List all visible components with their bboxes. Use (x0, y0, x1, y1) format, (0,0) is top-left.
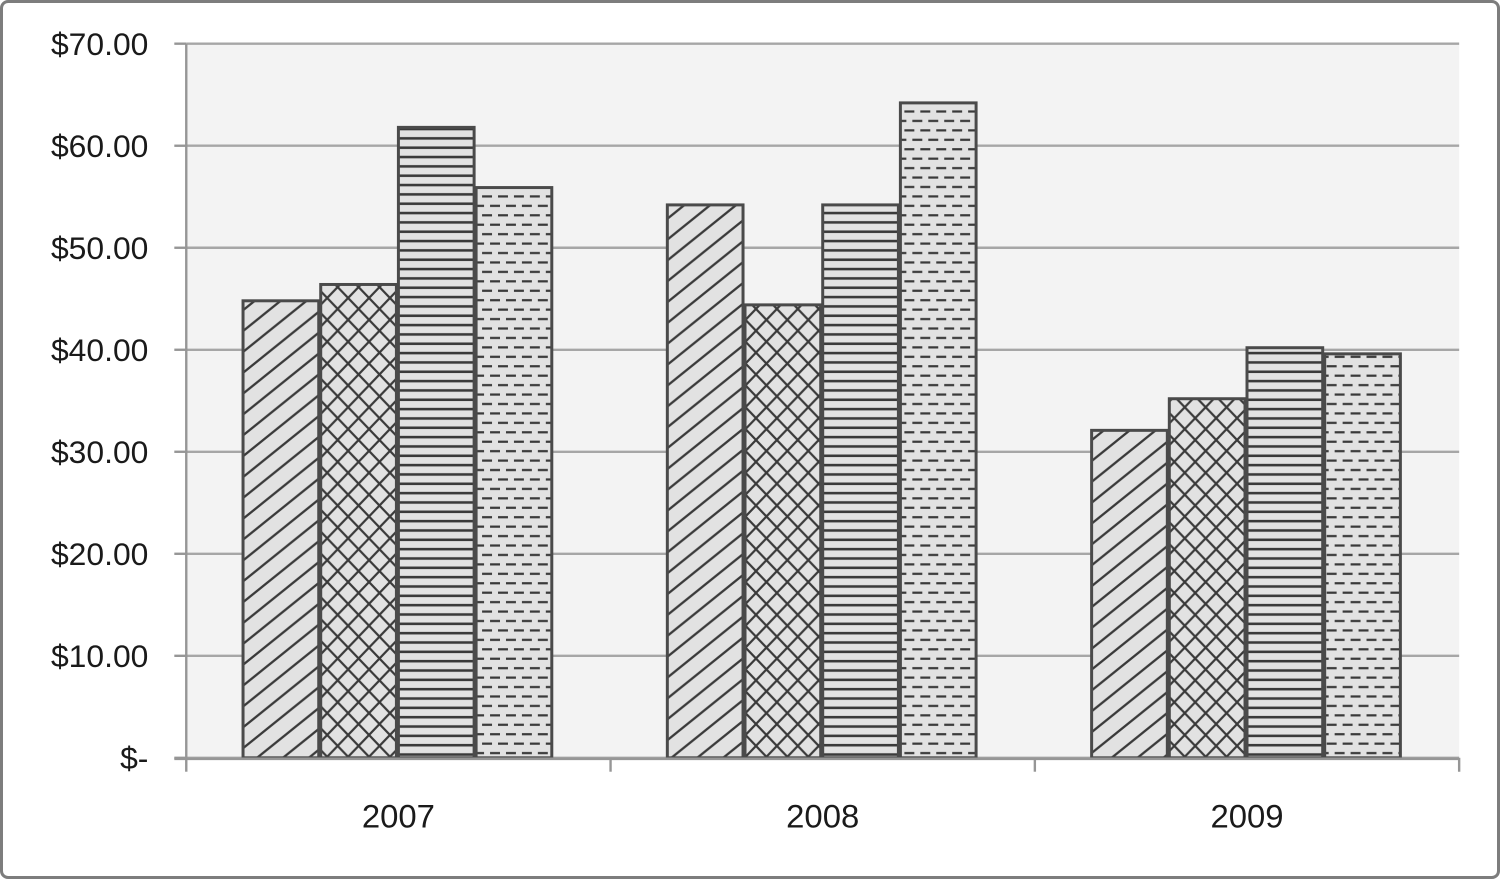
bar-2009-series-3-horizontal-lines (1245, 346, 1325, 760)
bar-2008-series-4-horizontal-dashes (898, 101, 978, 760)
y-tick-label: $60.00 (51, 128, 148, 164)
y-tick-label: $50.00 (51, 230, 148, 266)
axes (174, 42, 1461, 772)
bar-2007-series-4-horizontal-dashes (474, 186, 554, 760)
y-tick-label: $- (120, 740, 148, 776)
bar-2007-series-3-horizontal-lines (396, 125, 476, 760)
bar-chart: $- $10.00 $20.00 $30.00 $40.00 $50.00 $60.00 $7… (51, 26, 1461, 834)
bar-2009-series-4-horizontal-dashes (1323, 352, 1402, 760)
y-tick-label: $10.00 (51, 638, 148, 674)
y-tick-label: $20.00 (51, 536, 148, 572)
bar-2007-series-1-upward-diagonal-hatch (241, 299, 321, 760)
x-axis-label: 2009 (1210, 797, 1283, 834)
bars (241, 101, 1402, 760)
bar-2008-series-1-upward-diagonal-hatch (665, 203, 745, 760)
bar-2007-series-2-cross-hatch (319, 282, 398, 760)
x-axis-label: 2008 (786, 797, 859, 834)
x-axis-label: 2007 (362, 797, 435, 834)
y-tick-label: $30.00 (51, 434, 148, 470)
axis-labels: $- $10.00 $20.00 $30.00 $40.00 $50.00 $60.00 $7… (51, 26, 1284, 834)
y-tick-label: $40.00 (51, 332, 148, 368)
bar-2009-series-2-cross-hatch (1167, 397, 1247, 760)
bar-2008-series-2-cross-hatch (743, 303, 823, 760)
bar-2008-series-3-horizontal-lines (821, 203, 900, 760)
y-tick-label: $70.00 (51, 26, 148, 62)
bar-2009-series-1-upward-diagonal-hatch (1090, 428, 1169, 760)
